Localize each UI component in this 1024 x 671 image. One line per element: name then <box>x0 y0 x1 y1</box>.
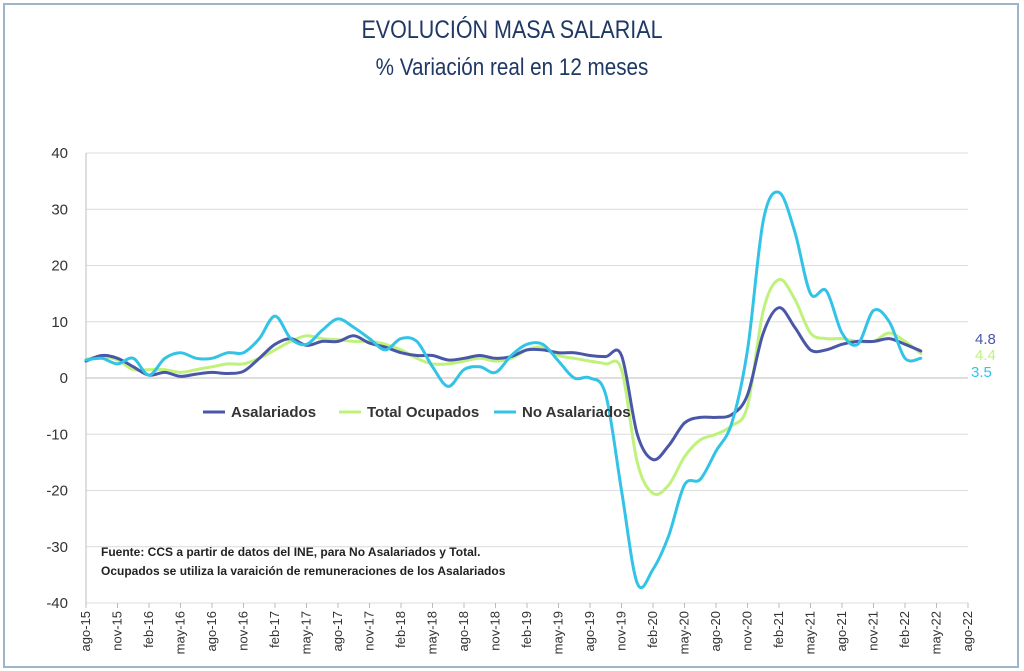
legend-label: No Asalariados <box>522 404 631 421</box>
x-tick-label: nov-21 <box>866 611 881 651</box>
x-tick-label: ago-18 <box>456 611 471 651</box>
gridlines <box>86 152 968 604</box>
chart-subtitle: % Variación real en 12 meses <box>375 54 649 81</box>
x-tick-label: ago-17 <box>330 611 345 651</box>
legend-label: Total Ocupados <box>367 404 479 421</box>
y-axis: 40 30 20 10 0 -10 -20 -30 -40 <box>46 145 87 612</box>
x-tick-label: may-16 <box>173 611 188 654</box>
source-note-line: Ocupados se utiliza la varaición de remu… <box>101 564 506 578</box>
series-line-no-asalariados <box>84 190 923 590</box>
x-tick-label: feb-20 <box>645 611 660 648</box>
x-tick-label: ago-22 <box>960 611 975 651</box>
x-tick-label: nov-16 <box>236 611 251 651</box>
source-note-line: Fuente: CCS a partir de datos del INE, p… <box>101 545 480 559</box>
source-note: Fuente: CCS a partir de datos del INE, p… <box>101 545 506 578</box>
end-value-label: 4.4 <box>975 347 996 364</box>
legend: Asalariados Total Ocupados No Asalariados <box>203 404 631 421</box>
series-line-total-ocupados <box>84 278 923 496</box>
end-labels: 4.84.43.5 <box>971 331 996 381</box>
y-tick-label: 10 <box>51 314 68 331</box>
x-axis: ago-15 nov-15 feb-16 may-16 ago-16 nov-16 feb-… <box>78 603 975 654</box>
y-tick-label: -40 <box>46 595 68 612</box>
x-tick-label: ago-15 <box>78 611 93 651</box>
end-value-label: 4.8 <box>975 331 996 348</box>
x-tick-label: feb-21 <box>771 611 786 648</box>
x-tick-label: may-17 <box>299 611 314 654</box>
x-tick-label: feb-18 <box>393 611 408 648</box>
x-tick-label: may-20 <box>677 611 692 654</box>
y-tick-label: 0 <box>60 370 68 387</box>
chart-frame <box>3 3 1019 668</box>
end-value-label: 3.5 <box>971 364 992 381</box>
y-tick-label: -30 <box>46 539 68 556</box>
legend-label: Asalariados <box>231 404 316 421</box>
x-tick-label: nov-15 <box>110 611 125 651</box>
series-lines <box>84 190 923 590</box>
x-tick-label: may-21 <box>803 611 818 654</box>
y-tick-label: -20 <box>46 483 68 500</box>
x-tick-label: ago-16 <box>204 611 219 651</box>
x-tick-label: may-22 <box>929 611 944 654</box>
x-tick-label: nov-19 <box>614 611 629 651</box>
x-tick-label: nov-18 <box>488 611 503 651</box>
y-tick-label: 30 <box>51 201 68 218</box>
x-tick-label: ago-20 <box>708 611 723 651</box>
series-line-asalariados <box>84 306 923 462</box>
x-tick-label: ago-21 <box>834 611 849 651</box>
chart-title: EVOLUCIÓN MASA SALARIAL <box>361 16 663 44</box>
x-tick-label: feb-16 <box>141 611 156 648</box>
x-tick-label: nov-20 <box>740 611 755 651</box>
x-tick-label: may-18 <box>425 611 440 654</box>
x-tick-label: nov-17 <box>362 611 377 651</box>
x-tick-label: feb-17 <box>267 611 282 648</box>
y-tick-label: 40 <box>51 145 68 162</box>
x-tick-label: may-19 <box>551 611 566 654</box>
x-tick-label: feb-22 <box>897 611 912 648</box>
x-tick-label: ago-19 <box>582 611 597 651</box>
y-tick-label: 20 <box>51 258 68 275</box>
x-tick-label: feb-19 <box>519 611 534 648</box>
y-tick-label: -10 <box>46 426 68 443</box>
